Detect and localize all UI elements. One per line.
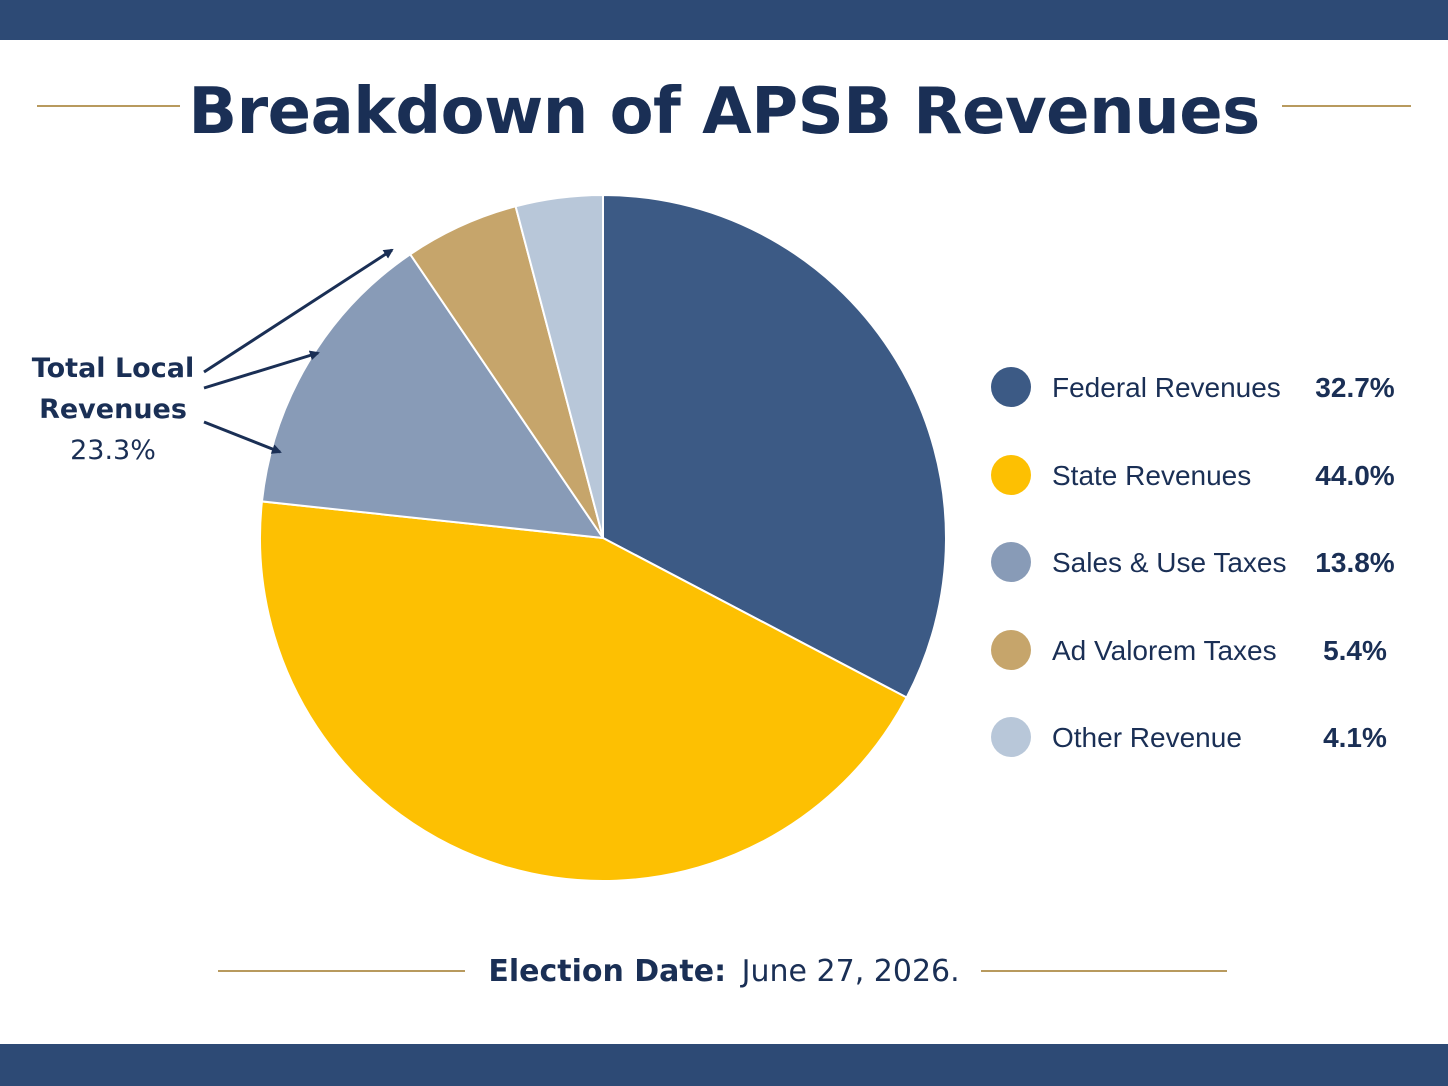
- footer-rule-left: [218, 970, 465, 972]
- callout-arrow-other: [203, 248, 394, 374]
- legend-value: 32.7%: [1315, 372, 1395, 403]
- pie-slice-federal: [602, 193, 947, 699]
- legend-item-federal: Federal Revenues 32.7%: [990, 366, 1420, 454]
- legend-value: 44.0%: [1315, 459, 1395, 491]
- legend-value: 4.1%: [1323, 722, 1387, 753]
- legend-swatch: [991, 367, 1031, 407]
- callout-line-1: Total Local: [31, 353, 195, 384]
- pie-slice-state: [259, 500, 908, 882]
- callout-arrows: [203, 248, 394, 454]
- bottom-banner-bar: [0, 1044, 1448, 1086]
- legend-value: 5.4%: [1323, 634, 1387, 666]
- legend-label: Federal Revenues: [1052, 372, 1281, 403]
- legend-swatch: [991, 629, 1031, 670]
- callout-arrow-ad-valorem: [203, 350, 320, 390]
- callout-line-2: Revenues: [39, 394, 187, 425]
- pie-slice-sales-use: [260, 252, 606, 540]
- footer-rule-right: [981, 970, 1227, 972]
- legend-item-ad-valorem: Ad Valorem Taxes 5.4%: [990, 629, 1420, 717]
- legend-value: 13.8%: [1315, 547, 1395, 578]
- election-date-value: June 27, 2026.: [741, 954, 960, 989]
- legend-item-state: State Revenues 44.0%: [990, 454, 1420, 542]
- legend-swatch: [991, 454, 1031, 495]
- legend-label: Other Revenue: [1052, 722, 1242, 753]
- callout-arrow-sales-use: [203, 420, 282, 454]
- election-date-label: Election Date:: [488, 954, 727, 989]
- chart-legend: Federal Revenues 32.7% State Revenues 44…: [990, 366, 1420, 804]
- chart-title: Breakdown of APSB Revenues: [188, 75, 1260, 149]
- legend-label: State Revenues: [1052, 459, 1252, 491]
- callout-value: 23.3%: [70, 435, 156, 466]
- title-rule-right: [1282, 105, 1411, 107]
- title-rule-left: [37, 105, 180, 107]
- pie-slice-other: [514, 193, 604, 539]
- pie-slices: [259, 193, 947, 882]
- legend-swatch: [991, 717, 1031, 757]
- local-revenues-callout: Total Local Revenues 23.3%: [18, 348, 208, 471]
- legend-label: Sales & Use Taxes: [1052, 547, 1287, 578]
- top-banner-bar: [0, 0, 1448, 40]
- legend-item-other: Other Revenue 4.1%: [990, 716, 1420, 804]
- legend-item-sales-use: Sales & Use Taxes 13.8%: [990, 541, 1420, 629]
- legend-label: Ad Valorem Taxes: [1052, 634, 1277, 666]
- election-date: Election Date: June 27, 2026.: [0, 950, 1448, 994]
- legend-swatch: [991, 542, 1031, 582]
